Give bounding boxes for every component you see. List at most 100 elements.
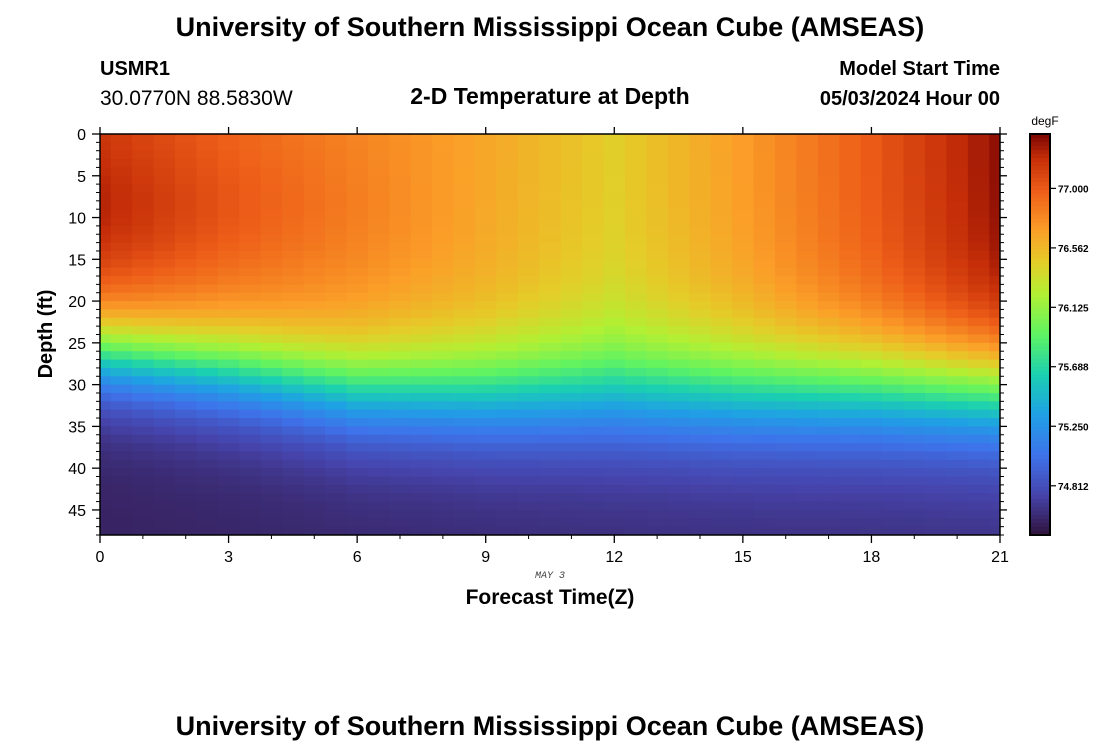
heatmap-cell [625,384,648,394]
colorbar-segment [1030,142,1050,147]
heatmap-cell [775,359,798,369]
station-coords: 30.0770N 88.5830W [100,87,293,110]
heatmap-cell [646,142,669,152]
heatmap-cell [689,459,712,469]
heatmap-cell [753,250,776,260]
heatmap-cell [196,409,219,419]
heatmap-cell [989,192,1000,202]
heatmap-cell [282,443,305,453]
heatmap-cell [346,526,369,535]
heatmap-cell [860,418,883,427]
heatmap-cell [100,418,112,427]
heatmap-cell [989,142,1000,152]
heatmap-cell [303,501,326,511]
heatmap-cell [967,301,990,311]
heatmap-cell [860,359,883,369]
heatmap-cell [346,367,369,377]
heatmap-cell [646,267,669,277]
heatmap-cell [196,192,219,202]
heatmap-cell [475,267,498,277]
heatmap-cell [603,359,626,369]
heatmap-cell [475,451,498,461]
heatmap-cell [367,426,390,436]
heatmap-cell [860,301,883,311]
heatmap-cell [539,200,562,210]
heatmap-cell [175,376,198,386]
heatmap-cell [925,434,948,444]
heatmap-cell [132,409,155,419]
heatmap-cell [667,326,690,336]
heatmap-cell [903,493,926,503]
heatmap-cell [925,392,948,402]
heatmap-cell [410,451,433,461]
heatmap-cell [839,392,862,402]
heatmap-cell [517,134,540,143]
heatmap-cell [196,159,219,169]
colorbar-segment [1030,290,1050,295]
heatmap-cell [367,376,390,386]
heatmap-cell [175,317,198,327]
heatmap-cell [432,200,455,210]
heatmap-cell [239,526,262,535]
heatmap-cell [860,451,883,461]
heatmap-cell [882,384,905,394]
heatmap-cell [303,493,326,503]
heatmap-cell [260,217,283,227]
heatmap-cell [967,150,990,160]
heatmap-cell [925,376,948,386]
heatmap-cell [475,493,498,503]
heatmap-cell [796,142,819,152]
heatmap-cell [100,409,112,419]
heatmap-cell [110,476,133,486]
heatmap-cell [153,242,176,252]
heatmap-cell [860,200,883,210]
heatmap-cell [410,259,433,269]
colorbar-tick-label: 75.250 [1058,422,1089,433]
heatmap-cell [582,334,605,344]
heatmap-cell [303,409,326,419]
heatmap-cell [860,242,883,252]
heatmap-cell [475,225,498,235]
heatmap-cell [646,409,669,419]
heatmap-cell [710,225,733,235]
heatmap-cell [410,342,433,352]
heatmap-cell [517,451,540,461]
heatmap-cell [989,518,1000,528]
heatmap-cell [367,200,390,210]
heatmap-cell [839,225,862,235]
heatmap-cell [239,217,262,227]
heatmap-cell [989,384,1000,394]
colorbar-segment [1030,350,1050,356]
heatmap-cell [732,451,755,461]
heatmap-cell [796,167,819,177]
heatmap-cell [453,384,476,394]
heatmap-cell [346,225,369,235]
colorbar-segment [1030,486,1050,492]
heatmap-cell [882,234,905,244]
heatmap-cell [646,134,669,143]
heatmap-cell [239,150,262,160]
colorbar-segment [1030,366,1050,372]
heatmap-cell [346,476,369,486]
heatmap-cell [989,225,1000,235]
heatmap-cell [967,309,990,319]
heatmap-cell [817,242,840,252]
heatmap-cell [175,175,198,185]
heatmap-cell [560,359,583,369]
heatmap-cell [217,309,240,319]
heatmap-cell [946,292,969,302]
heatmap-cell [689,267,712,277]
heatmap-cell [260,501,283,511]
heatmap-cell [582,175,605,185]
heatmap-cell [903,267,926,277]
heatmap-cell [496,150,519,160]
heatmap-cell [732,267,755,277]
heatmap-cell [689,476,712,486]
colorbar-segment [1030,522,1050,528]
heatmap-cell [196,284,219,294]
heatmap-cell [646,175,669,185]
heatmap-cell [496,326,519,336]
heatmap-cell [989,134,1000,143]
heatmap-cell [625,276,648,285]
heatmap-cell [346,192,369,202]
